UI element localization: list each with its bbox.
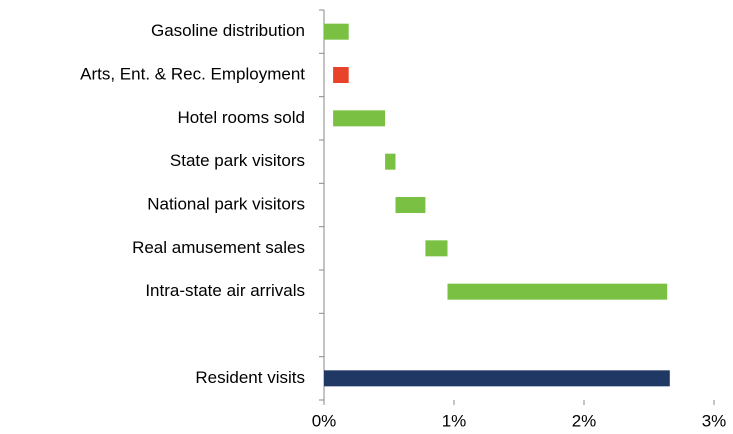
bar bbox=[324, 23, 349, 40]
category-label: Intra-state air arrivals bbox=[145, 281, 305, 300]
x-tick-label: 2% bbox=[572, 411, 597, 430]
category-label: Gasoline distribution bbox=[151, 21, 305, 40]
bar bbox=[447, 283, 668, 300]
category-label: Resident visits bbox=[195, 368, 305, 387]
category-label: National park visitors bbox=[147, 194, 305, 213]
category-label: State park visitors bbox=[170, 151, 305, 170]
category-label: Hotel rooms sold bbox=[177, 108, 305, 127]
category-label: Arts, Ent. & Rec. Employment bbox=[80, 64, 305, 83]
bar bbox=[333, 110, 386, 127]
bar bbox=[395, 197, 426, 213]
bar bbox=[385, 153, 396, 170]
bar bbox=[425, 240, 448, 257]
category-label: Real amusement sales bbox=[132, 238, 305, 257]
bar bbox=[324, 370, 670, 387]
x-tick-label: 0% bbox=[312, 411, 337, 430]
bar bbox=[333, 67, 349, 83]
x-tick-label: 3% bbox=[702, 411, 727, 430]
x-tick-label: 1% bbox=[442, 411, 467, 430]
